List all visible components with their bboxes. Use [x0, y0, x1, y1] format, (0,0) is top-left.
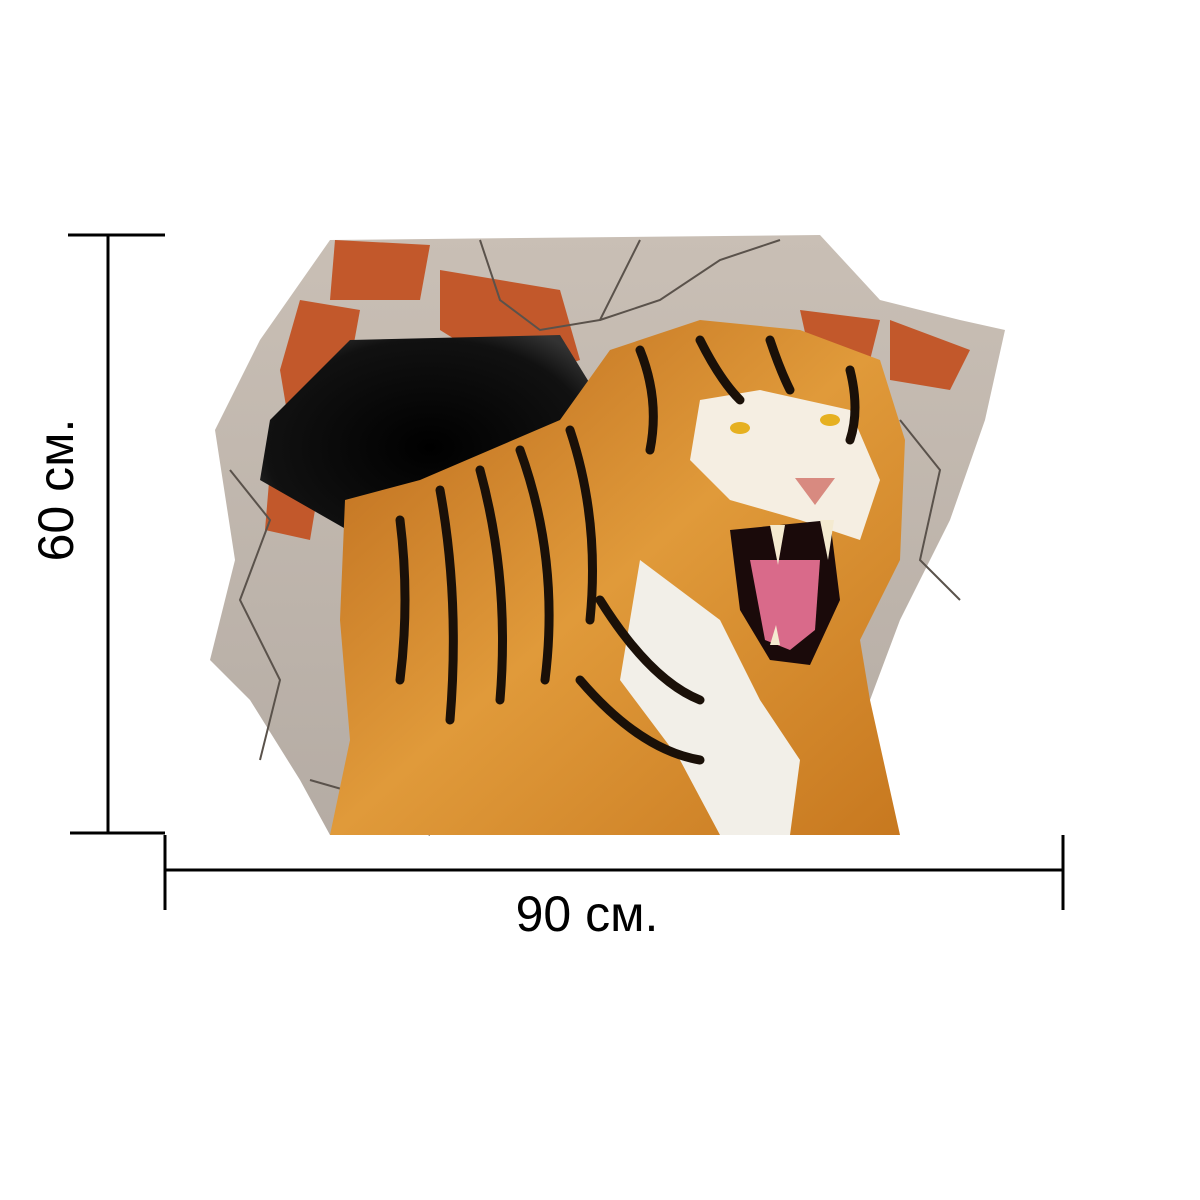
width-label: 90 см.: [516, 886, 659, 942]
tiger-nose: [795, 478, 835, 505]
height-label: 60 см.: [28, 419, 84, 562]
tiger-eye: [820, 414, 840, 426]
dimension-lines: [68, 233, 1065, 910]
tiger-chest: [620, 560, 800, 835]
tiger-stripes: [395, 335, 860, 765]
tiger-eye: [730, 422, 750, 434]
cracks: [229, 239, 961, 836]
tiger-fangs: [770, 520, 834, 645]
sticker-illustration: [210, 235, 1005, 836]
tiger-tongue: [750, 560, 820, 650]
